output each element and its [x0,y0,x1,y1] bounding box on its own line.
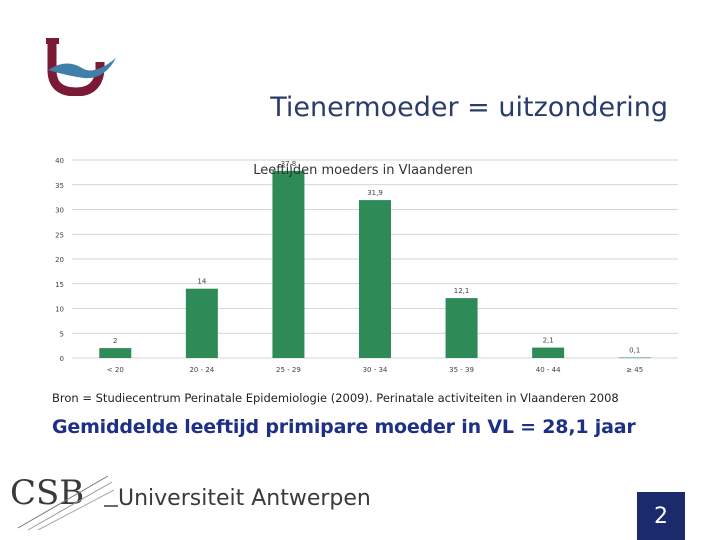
x-tick-label: ≥ 45 [626,366,643,374]
y-tick-label: 30 [55,207,64,215]
x-tick-label: < 20 [107,366,124,374]
highlight-statement: Gemiddelde leeftijd primipare moeder in … [52,416,636,438]
source-note: Bron = Studiecentrum Perinatale Epidemio… [52,391,619,405]
x-tick-label: 30 - 34 [363,366,388,374]
chart-title: Leeftijden moeders in Vlaanderen [253,163,473,178]
bar [445,298,478,358]
x-tick-label: 25 - 29 [276,366,301,374]
y-tick-label: 25 [55,231,64,239]
bar [359,200,391,358]
csb-logo-text: CSB [10,473,84,513]
data-label: 37,8 [281,160,297,168]
x-axis-tick-labels: < 20 20 - 24 25 - 29 30 - 34 35 - 39 40 - 44 ≥… [107,366,643,374]
bar [185,288,218,358]
logo-wave [48,58,116,79]
y-tick-label: 35 [55,182,64,190]
y-tick-label: 0 [60,355,64,363]
x-tick-label: 20 - 24 [189,366,214,374]
data-label: 2,1 [543,337,554,345]
data-label: 12,1 [454,287,470,295]
y-tick-label: 15 [55,281,64,289]
y-tick-label: 10 [55,306,64,314]
y-tick-label: 20 [55,256,64,264]
y-tick-label: 40 [55,157,64,165]
bar [532,347,565,358]
university-logo [46,38,116,96]
page-number: 2 [637,492,685,540]
bar [618,357,651,359]
university-name: Universiteit Antwerpen [118,486,371,511]
data-label: 31,9 [367,189,383,197]
y-tick-label: 5 [60,330,64,338]
csb-logo: CSB [10,473,118,531]
x-tick-label: 40 - 44 [536,366,561,374]
bar-chart: 0 5 10 15 20 25 30 35 40 < 20 20 - 24 25 - 29 30 - … [55,157,678,374]
logo-u-shape [47,42,105,96]
data-labels: 2 14 37,8 31,9 12,1 2,1 0,1 [113,160,640,355]
y-axis-tick-labels: 0 5 10 15 20 25 30 35 40 [55,157,64,363]
bars [99,170,651,359]
data-label: 14 [197,278,206,286]
x-tick-label: 35 - 39 [449,366,474,374]
slide-title: Tienermoeder = uitzondering [270,92,668,123]
data-label: 2 [113,337,117,345]
bar [272,170,305,358]
bar [99,348,132,358]
data-label: 0,1 [629,347,640,355]
